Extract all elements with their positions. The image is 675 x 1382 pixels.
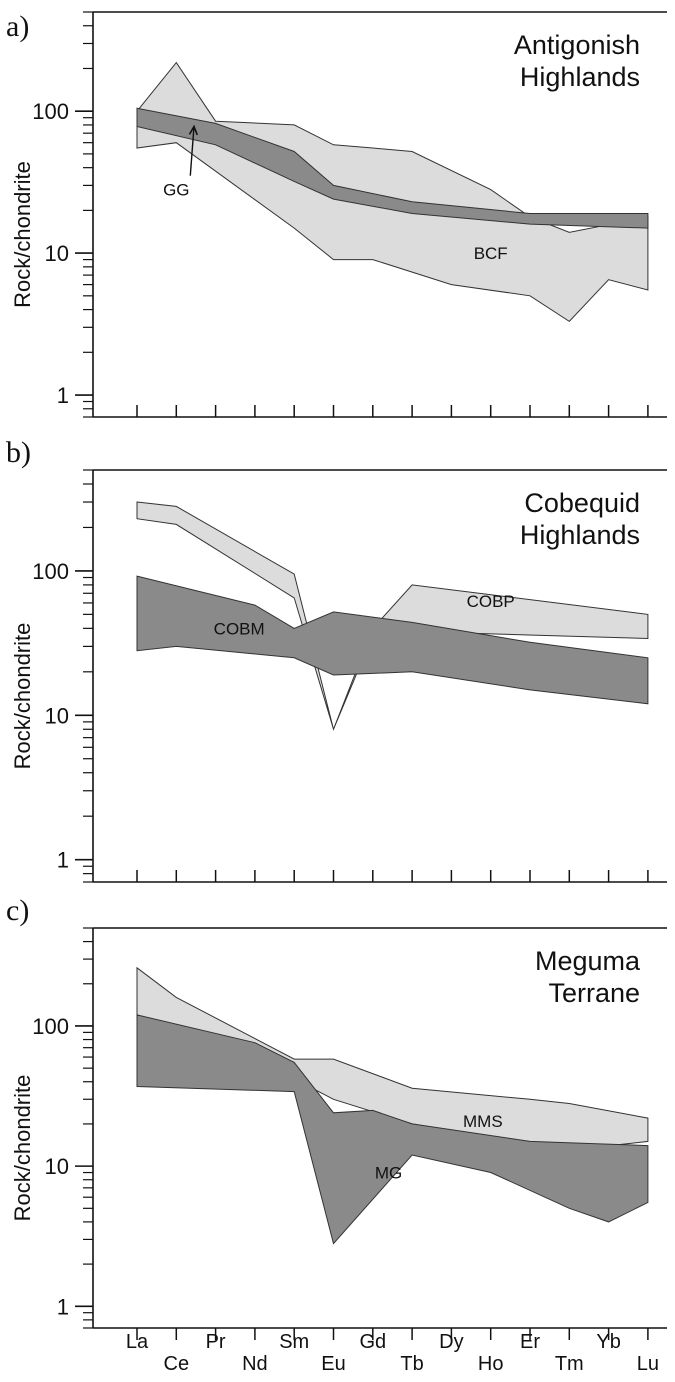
chart-c-panel: 1 10 100 La Ce Pr Nd Sm Eu Gd Tb Dy Ho Er Tm Yb Lu Rock/c… (6, 894, 667, 1375)
y-tick-label: 100 (32, 1014, 69, 1039)
y-axis-label: Rock/chondrite (10, 623, 35, 770)
x-tick-label-er: Er (520, 1331, 540, 1353)
x-tick-label-eu: Eu (321, 1353, 345, 1375)
y-tick-label: 10 (45, 241, 69, 266)
chart-title-line: Antigonish (514, 30, 640, 60)
y-tick-label: 10 (45, 703, 69, 728)
y-tick-label: 1 (57, 383, 69, 408)
x-tick-label-la: La (126, 1331, 149, 1353)
y-tick-label: 1 (57, 1294, 69, 1319)
x-tick-label-lu: Lu (637, 1353, 659, 1375)
region-label-bcf: BCF (474, 244, 508, 263)
panel-letter: c) (6, 894, 29, 927)
chart-title-line: Terrane (548, 978, 640, 1008)
x-tick-label-dy: Dy (439, 1331, 463, 1353)
y-tick-label: 100 (32, 559, 69, 584)
x-tick-label-ce: Ce (164, 1353, 190, 1375)
region-bcf (136, 61, 649, 323)
chart-a-panel: 1 10 100 Rock/chondrite a) AntigonishHighland… (6, 10, 667, 418)
panel-letter: b) (6, 436, 31, 469)
region-label-cobm: COBM (214, 619, 265, 638)
y-tick-label: 10 (45, 1154, 69, 1179)
chart-title-line: Highlands (520, 62, 640, 92)
region-label-gg: GG (163, 181, 189, 200)
y-axis-label: Rock/chondrite (10, 161, 35, 308)
annotation-arrow-head (188, 124, 199, 136)
x-tick-label-yb: Yb (596, 1331, 620, 1353)
chart-title-line: Cobequid (524, 488, 640, 518)
y-axis-label: Rock/chondrite (10, 1075, 35, 1222)
x-tick-label-gd: Gd (359, 1331, 386, 1353)
region-label-mms: MMS (463, 1112, 503, 1131)
region-mms (136, 966, 649, 1151)
x-tick-label-sm: Sm (279, 1331, 309, 1353)
chart-title-line: Meguma (535, 946, 641, 976)
region-label-mg: MG (375, 1164, 402, 1183)
x-tick-label-tb: Tb (400, 1353, 423, 1375)
region-label-cobp: COBP (467, 592, 515, 611)
chart-title-line: Highlands (520, 520, 640, 550)
x-tick-label-ho: Ho (478, 1353, 504, 1375)
x-tick-label-tm: Tm (555, 1353, 584, 1375)
x-tick-label-nd: Nd (242, 1353, 268, 1375)
region-cobm (136, 575, 649, 705)
region-gg (136, 107, 649, 229)
y-tick-label: 100 (32, 99, 69, 124)
y-tick-label: 1 (57, 848, 69, 873)
region-mg (136, 1014, 649, 1245)
x-tick-label-pr: Pr (206, 1331, 226, 1353)
annotation-arrow-line (189, 126, 195, 176)
panel-letter: a) (6, 10, 29, 43)
